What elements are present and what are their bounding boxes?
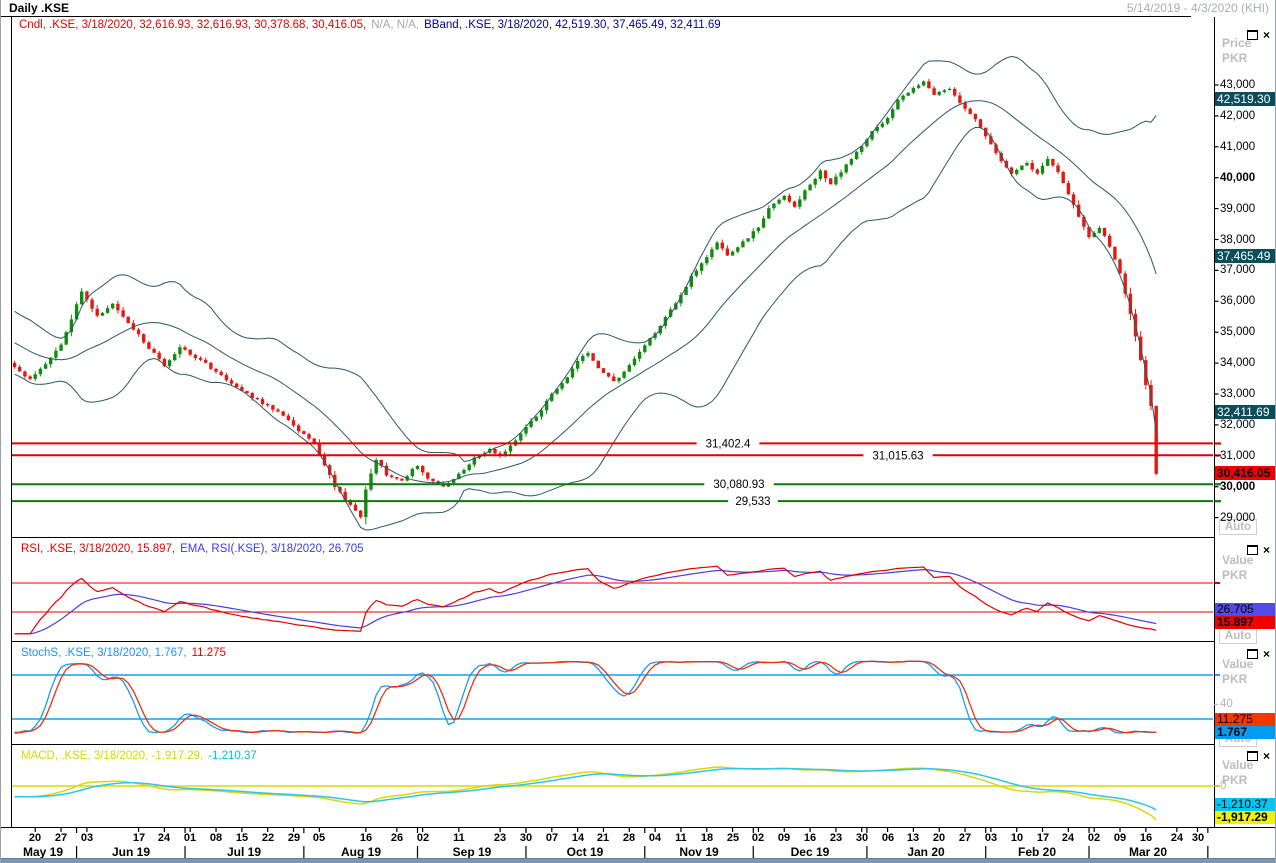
rsi-ema-line [14, 568, 1157, 635]
maximize-icon[interactable] [1247, 648, 1258, 659]
maximize-icon[interactable] [1247, 544, 1258, 555]
rsi-auto-button[interactable]: Auto [1219, 628, 1257, 644]
macd-panel-buttons: × [1247, 747, 1270, 765]
hline-label: 30,080.93 [713, 479, 764, 491]
stoch-d-line [14, 660, 1157, 734]
candlestick-series [12, 78, 1158, 525]
date-range: 5/14/2019 - 4/3/2020 (KHI) [1126, 1, 1269, 15]
hline-label: 29,533 [735, 496, 770, 508]
rsi-line [14, 565, 1157, 635]
x-axis-ticks [34, 827, 1209, 858]
stoch-panel-buttons: × [1247, 645, 1270, 663]
macd-signal-line [14, 767, 1157, 811]
price-axis-ticks [1214, 84, 1219, 519]
maximize-icon[interactable] [1247, 29, 1258, 40]
window-bottom-edge [1, 858, 1275, 863]
close-icon[interactable]: × [1263, 27, 1271, 42]
bollinger-lower-line [14, 126, 1157, 531]
support-resistance-lines: 31,402.4 31,015.63 30,080.93 29,533 [12, 435, 1221, 509]
bollinger-upper-line [14, 55, 1157, 463]
price-panel-buttons: × [1247, 26, 1270, 44]
hline-label: 31,402.4 [706, 438, 751, 450]
rsi-panel-buttons: × [1247, 541, 1270, 559]
hline-label: 31,015.63 [872, 450, 923, 462]
maximize-icon[interactable] [1247, 750, 1258, 761]
price-auto-button[interactable]: Auto [1219, 519, 1257, 535]
bollinger-mid-line [14, 100, 1157, 484]
macd-line [14, 766, 1157, 821]
window-title: Daily .KSE [9, 1, 70, 15]
close-icon[interactable]: × [1263, 542, 1271, 557]
stoch-k-line [14, 660, 1157, 734]
close-icon[interactable]: × [1263, 748, 1271, 763]
stoch-auto-button[interactable]: Auto [1219, 731, 1257, 747]
close-icon[interactable]: × [1263, 646, 1271, 661]
